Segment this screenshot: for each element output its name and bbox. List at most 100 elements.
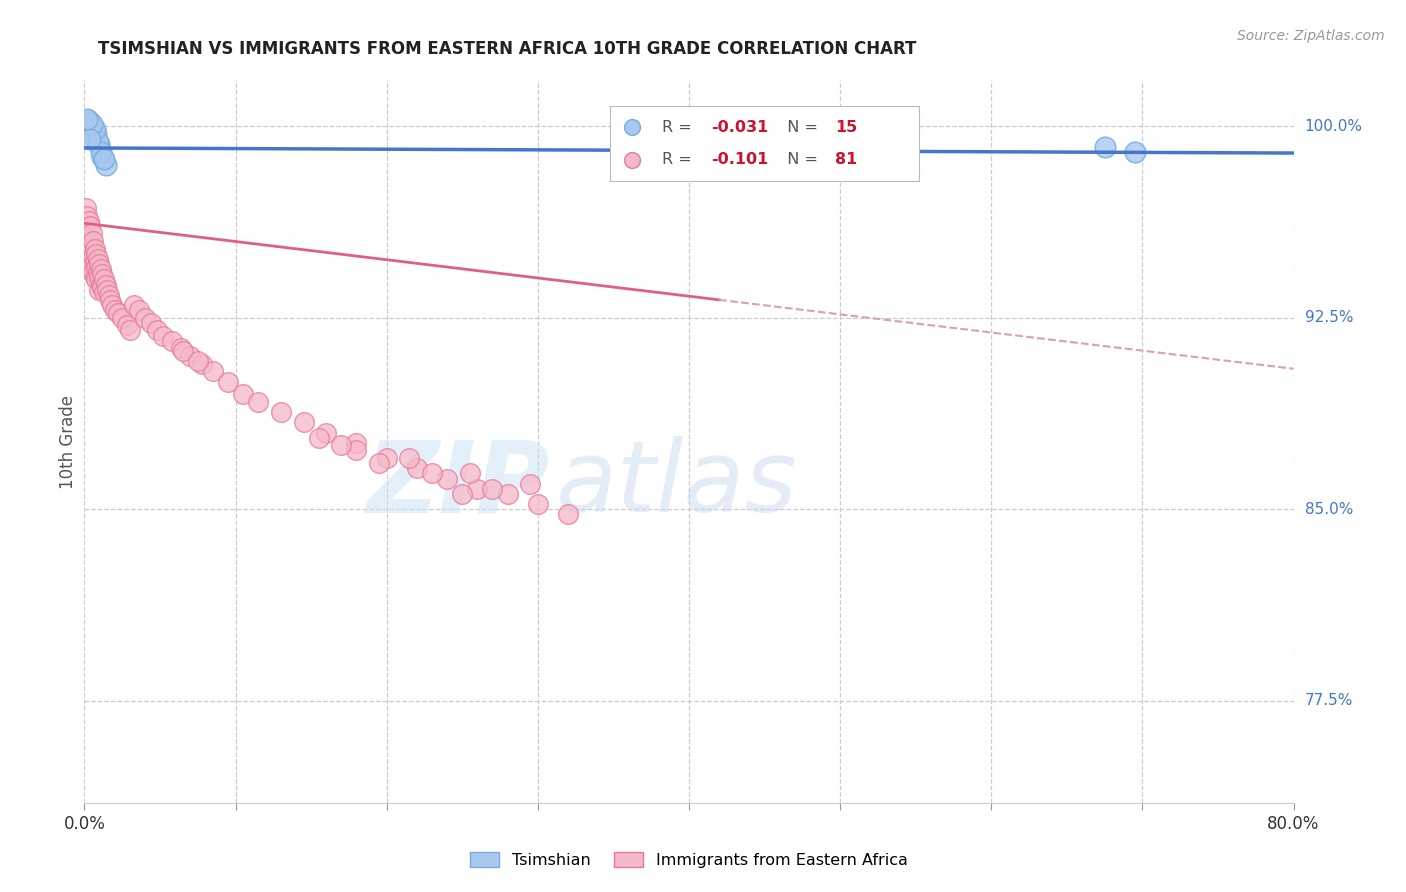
Text: -0.101: -0.101 [710,153,768,168]
Point [84,242,107,256]
Point [436,472,458,486]
Point [406,461,429,475]
Point [76,209,98,223]
Point [87,265,110,279]
Text: TSIMSHIAN VS IMMIGRANTS FROM EASTERN AFRICA 10TH GRADE CORRELATION CHART: TSIMSHIAN VS IMMIGRANTS FROM EASTERN AFR… [98,40,917,58]
Point [82,249,104,263]
Text: 85.0%: 85.0% [1305,501,1353,516]
Point [519,476,541,491]
Point [86,127,108,141]
Point [87,135,110,149]
Point [152,328,174,343]
Text: 15: 15 [835,120,858,135]
Point [77,231,100,245]
Point [292,416,315,430]
Text: -0.031: -0.031 [710,120,768,135]
Point [1123,145,1146,159]
Point [420,467,443,481]
Point [93,153,115,167]
Text: atlas: atlas [555,436,797,533]
Point [104,303,127,318]
Point [76,242,98,256]
Legend: Tsimshian, Immigrants from Eastern Africa: Tsimshian, Immigrants from Eastern Afric… [464,846,914,874]
Point [77,247,100,261]
Point [122,298,145,312]
Point [96,283,118,297]
Point [308,431,330,445]
Point [89,269,111,284]
Point [187,354,209,368]
Point [77,114,100,128]
Text: R =: R = [662,120,697,135]
Point [86,272,108,286]
Point [89,137,111,152]
Point [128,303,150,318]
Point [84,269,107,284]
Point [172,343,194,358]
Point [217,375,239,389]
Point [75,221,97,235]
Point [758,285,780,300]
Text: 77.5%: 77.5% [1305,693,1353,708]
Point [527,497,550,511]
Point [76,112,98,126]
Point [107,305,129,319]
Text: Source: ZipAtlas.com: Source: ZipAtlas.com [1237,29,1385,43]
Point [115,318,138,333]
Point [97,287,120,301]
Point [201,364,224,378]
FancyBboxPatch shape [610,105,918,181]
Point [82,234,104,248]
Point [84,254,107,268]
Point [80,242,103,256]
Point [458,467,481,481]
Point [146,323,169,337]
Point [93,272,115,286]
Point [170,342,193,356]
Point [80,257,103,271]
Point [79,236,101,251]
Point [75,201,97,215]
Point [315,425,337,440]
Text: N =: N = [778,153,824,168]
Point [232,387,254,401]
Point [179,349,201,363]
Point [496,487,519,501]
Point [77,213,100,227]
Point [481,482,503,496]
Text: 92.5%: 92.5% [1305,310,1353,326]
Point [451,487,474,501]
Point [87,252,110,266]
Point [84,121,107,136]
Point [191,357,214,371]
Point [90,277,112,292]
Point [89,283,111,297]
Point [111,310,134,325]
Point [758,400,780,414]
Point [90,145,112,159]
Point [91,280,114,294]
Point [86,247,108,261]
Point [90,262,112,277]
Point [91,268,114,282]
Point [79,219,101,233]
Y-axis label: 10th Grade: 10th Grade [59,394,77,489]
Point [375,451,398,466]
Point [79,252,101,266]
Text: R =: R = [662,153,697,168]
Point [82,265,104,279]
Point [160,334,183,348]
Point [91,150,114,164]
Point [79,132,101,146]
Point [1094,139,1116,153]
Point [80,227,103,241]
Point [330,438,353,452]
Point [368,456,391,470]
Text: N =: N = [778,120,824,135]
Point [346,435,368,450]
Text: 81: 81 [835,153,858,168]
Text: ZIP: ZIP [367,436,550,533]
Point [118,323,141,337]
Point [93,285,115,300]
Point [98,293,121,307]
